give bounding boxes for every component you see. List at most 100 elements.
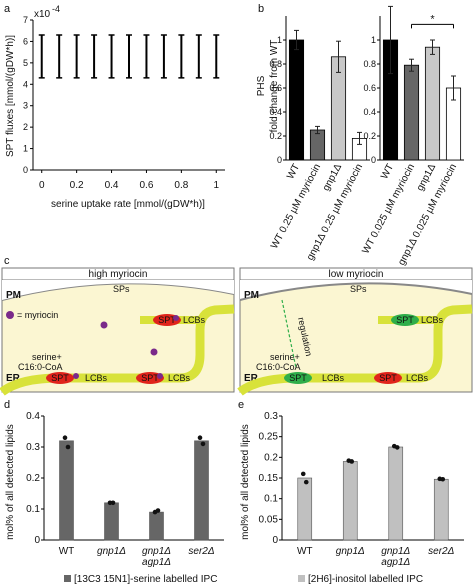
a-y-label: SPT fluxes [mmol/(gDW*h)] (5, 35, 16, 157)
a-x-label: serine uptake rate [mmol/(gDW*h)] (51, 199, 205, 210)
e-data-point (300, 471, 306, 477)
b-y-tick-label: 0.8 (269, 59, 282, 69)
myriocin-molecule-2 (150, 348, 158, 356)
left-spt-text-2: SPT (141, 373, 159, 383)
a-y-tick-label: 1 (23, 144, 28, 154)
panel-d-chart: mol% of all detected lipids [13C3 15N1]-… (5, 411, 224, 585)
d-y-tick-label: 0 (34, 535, 40, 546)
e-y-tick-label: 0.2 (264, 452, 278, 463)
myriocin-molecule-3 (73, 373, 79, 379)
e-y-tick-label: 0.25 (259, 432, 279, 443)
e-category-label: gnp1Δ (336, 546, 365, 557)
e-category-label: ser2Δ (428, 546, 454, 557)
b-y-tick-label: 1 (371, 35, 376, 45)
d-bar (59, 440, 74, 541)
b-y-tick-label: 0.6 (363, 83, 376, 93)
b-category-label: WT (379, 162, 396, 181)
e-y-tick-label: 0.1 (264, 494, 278, 505)
left-spt-er-1 (46, 372, 74, 384)
e-legend-text: [2H6]-inositol labelled IPC (308, 574, 423, 585)
left-lcbs-upper: LCBs (183, 315, 206, 325)
myriocin-molecule-1 (100, 321, 108, 329)
b-y-label: fold change from WT (269, 40, 280, 133)
a-y-tick-label: 4 (23, 79, 28, 89)
a-y-tick-label: 2 (23, 122, 28, 132)
a-x-tick-label: 0.4 (105, 180, 119, 191)
left-spt-er-2 (136, 372, 164, 384)
panel-b-chart: PHS fold change from WT 0 0.2 0.4 0.6 0.8 1 WT… (256, 5, 464, 267)
d-bar (149, 511, 164, 541)
a-y-tick-label: 6 (23, 36, 28, 46)
d-y-tick-label: 0.3 (26, 442, 40, 453)
panel-a-chart: x10 -4 serine uptake rate [mmol/(gDW*h)]… (5, 4, 225, 210)
myriocin-molecule-5 (173, 315, 179, 321)
right-sps-label: SPs (350, 284, 367, 294)
myriocin-legend-text: = myriocin (17, 310, 58, 320)
b-y-tick-label: 0.6 (269, 83, 282, 93)
right-spt-text-3: SPT (396, 315, 414, 325)
right-spt-upper (391, 314, 419, 326)
e-legend-swatch (298, 575, 305, 582)
b-bar (403, 64, 420, 161)
right-c16-label: C16:0-CoA (256, 362, 301, 372)
d-category-label: agp1Δ (142, 557, 171, 568)
e-category-label: gnp1Δ (381, 546, 410, 557)
d-legend-swatch (64, 575, 71, 582)
b-bar (309, 129, 326, 161)
e-y-tick-label: 0.3 (264, 411, 278, 422)
left-spt-text-1: SPT (51, 373, 69, 383)
a-y-tick-label: 3 (23, 101, 28, 111)
b-significance-star: * (430, 13, 435, 25)
right-lcbs-er: LCBs (322, 373, 345, 383)
b-y-tick-label: 1 (277, 35, 282, 45)
right-title: low myriocin (328, 269, 383, 280)
panel-b-label: b (258, 3, 264, 15)
e-y-label: mol% of all detected lipids (240, 424, 251, 540)
a-y-tick-label: 5 (23, 58, 28, 68)
left-spt-text-3: SPT (158, 315, 176, 325)
d-data-point (200, 441, 206, 447)
b-y-tick-label: 0 (371, 155, 376, 165)
e-y-tick-label: 0 (272, 535, 278, 546)
e-bar (297, 477, 313, 541)
b-y-label-top: PHS (256, 75, 267, 96)
d-bar (104, 502, 119, 541)
e-y-tick-label: 0.15 (259, 473, 279, 484)
panel-c-diagram: high myriocin PM SPs ER = myriocin serin… (0, 267, 473, 396)
left-c16-label: C16:0-CoA (18, 362, 63, 372)
b-bar (424, 46, 441, 161)
b-y-tick-label: 0.8 (363, 59, 376, 69)
b-y-tick-label: 0.2 (269, 131, 282, 141)
right-spt-er-2 (374, 372, 402, 384)
d-data-point (110, 500, 116, 506)
regulation-arrow (281, 299, 297, 369)
left-sps-label: SPs (113, 284, 130, 294)
d-data-point (197, 435, 203, 441)
d-y-tick-label: 0.1 (26, 504, 40, 515)
d-category-label: gnp1Δ (142, 546, 171, 557)
right-spt-text-1: SPT (289, 373, 307, 383)
a-x-tick-label: 0 (39, 180, 45, 191)
e-data-point (303, 479, 309, 485)
left-title: high myriocin (89, 269, 148, 280)
left-lcbs-er-2: LCBs (168, 373, 191, 383)
a-x-tick-label: 0.6 (140, 180, 154, 191)
panel-e-label: e (238, 399, 244, 411)
b-y-tick-label: 0.2 (363, 131, 376, 141)
e-category-label: WT (297, 546, 313, 557)
e-category-label: agp1Δ (381, 557, 410, 568)
d-category-label: ser2Δ (188, 546, 214, 557)
left-pm-label: PM (6, 290, 21, 301)
right-spt-er-1 (284, 372, 312, 384)
a-x-tick-label: 0.8 (174, 180, 188, 191)
left-lcbs-er: LCBs (85, 373, 108, 383)
d-y-label: mol% of all detected lipids (5, 424, 16, 540)
d-category-label: WT (59, 546, 75, 557)
e-bar (433, 478, 449, 541)
d-data-point (62, 435, 68, 441)
right-er-membrane (237, 304, 473, 396)
a-y-tick-label: 7 (23, 15, 28, 25)
left-er-membrane (0, 304, 235, 396)
e-bar (388, 446, 404, 541)
